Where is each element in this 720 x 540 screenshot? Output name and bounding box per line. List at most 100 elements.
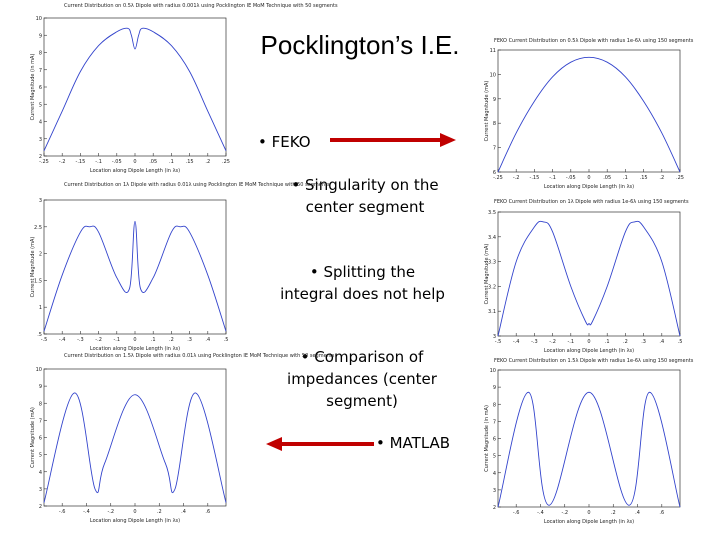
arrow-right — [330, 133, 456, 147]
x-tick-label: .1 — [623, 175, 628, 181]
x-tick-label: -.25 — [493, 175, 503, 181]
slide-title: Pocklington’s I.E. — [260, 30, 460, 60]
x-tick-label: .4 — [635, 510, 640, 516]
x-axis-label: Location along Dipole Length (in λs) — [90, 346, 180, 352]
chart-right-2: 3 3.1 3.2 3.3 3.4 3.5 -.5 -.4 -.3 -.2 -.1 0 .1 .2 .3 .4… — [484, 210, 683, 354]
y-tick-label: 7 — [39, 68, 42, 74]
arrow-left-head — [266, 437, 282, 451]
y-tick-label: 9 — [493, 97, 496, 103]
x-tick-label: -.25 — [39, 159, 49, 165]
y-axis-label: Current Magnitude (mA) — [30, 237, 36, 298]
x-tick-label: -.15 — [530, 175, 540, 181]
y-tick-label: 8 — [493, 402, 496, 408]
y-tick-label: 9 — [39, 384, 42, 390]
x-tick-label: -.2 — [95, 337, 102, 343]
x-tick-label: 0 — [133, 509, 136, 515]
y-tick-label: 7 — [493, 146, 496, 152]
bullet-splitting: • Splitting the integral does not help — [280, 263, 445, 303]
x-tick-label: .6 — [205, 509, 210, 515]
y-tick-label: 9 — [39, 33, 42, 39]
x-tick-label: -.6 — [59, 509, 66, 515]
y-tick-label: 8 — [39, 401, 42, 407]
series-line — [43, 27, 227, 152]
plot-area — [497, 211, 681, 337]
x-tick-label: -.2 — [561, 510, 568, 516]
x-tick-label: -.2 — [513, 175, 520, 181]
y-axis-label: Current Magnitude (in mA) — [30, 54, 36, 121]
y-tick-label: 1 — [39, 305, 42, 311]
y-tick-label: 10 — [36, 367, 42, 373]
x-tick-label: .05 — [149, 159, 157, 165]
y-tick-label: .5 — [37, 332, 42, 338]
x-axis-label: Location along Dipole Length (in λs) — [544, 348, 634, 354]
x-tick-label: -.1 — [568, 339, 575, 345]
y-axis-label: Current Magnitude (mA) — [484, 81, 490, 142]
x-tick-label: -.1 — [114, 337, 121, 343]
chart-left-3: 2 3 4 5 6 7 8 9 10 -.6 -.4 -.2 0 .2 .4 .6 Location along… — [30, 367, 227, 524]
series-line — [497, 391, 681, 508]
x-tick-label: .5 — [678, 339, 683, 345]
x-tick-label: .5 — [224, 337, 229, 343]
y-tick-label: 3.3 — [488, 260, 496, 266]
y-tick-label: 6 — [493, 437, 496, 443]
x-tick-label: -.15 — [76, 159, 86, 165]
x-tick-label: -.2 — [107, 509, 114, 515]
x-tick-label: -.2 — [549, 339, 556, 345]
y-axis-label: Current Magnitude (in mA) — [484, 405, 490, 472]
series-line — [43, 220, 227, 332]
x-tick-label: .05 — [603, 175, 611, 181]
y-tick-label: 6 — [493, 170, 496, 176]
arrow-right-head — [440, 133, 456, 147]
bullet-singularity: • Singularity on the center segment — [291, 176, 439, 216]
chart-title-left-2: Current Distribution on 1λ Dipole with r… — [64, 182, 330, 188]
x-tick-label: .1 — [151, 337, 156, 343]
y-tick-label: 9 — [493, 385, 496, 391]
y-tick-label: 10 — [490, 368, 496, 374]
y-tick-label: 3 — [493, 488, 496, 494]
y-tick-label: 4 — [493, 471, 496, 477]
y-axis-label: Current Magnitude (mA) — [484, 244, 490, 305]
y-tick-label: 4 — [39, 120, 42, 126]
y-tick-label: 2 — [493, 505, 496, 511]
y-tick-label: 2 — [39, 504, 42, 510]
x-tick-label: .2 — [623, 339, 628, 345]
y-tick-label: 10 — [490, 72, 496, 78]
chart-title-right-1: FEKO Current Distribution on 0.5λ Dipole… — [494, 38, 694, 44]
x-tick-label: .3 — [641, 339, 646, 345]
x-axis-label: Location along Dipole Length (in λs) — [544, 519, 634, 525]
y-tick-label: 1.5 — [34, 278, 42, 284]
x-axis-label: Location along Dipole Length (in λs) — [90, 168, 180, 174]
x-tick-label: .15 — [640, 175, 648, 181]
bullet-matlab: • MATLAB — [376, 434, 451, 452]
y-tick-label: 3 — [39, 137, 42, 143]
bullet-feko: • FEKO — [258, 133, 311, 151]
x-tick-label: -.1 — [549, 175, 556, 181]
chart-left-2: .5 1 1.5 2 2.5 3 -.5 -.4 -.3 -.2 -.1 0 .1 .2 .3 .4 .5 Loc… — [30, 198, 229, 352]
x-tick-label: -.5 — [41, 337, 48, 343]
y-tick-label: 11 — [490, 48, 496, 54]
x-axis-label: Location along Dipole Length (in λs) — [544, 184, 634, 190]
arrow-left — [266, 437, 374, 451]
x-tick-label: .2 — [611, 510, 616, 516]
x-tick-label: .25 — [676, 175, 684, 181]
plot-area — [497, 369, 681, 508]
plot-area — [43, 17, 227, 157]
x-tick-label: 0 — [133, 159, 136, 165]
x-tick-label: 0 — [587, 510, 590, 516]
y-tick-label: 2 — [39, 252, 42, 258]
y-tick-label: 8 — [39, 51, 42, 57]
series-line — [497, 220, 681, 337]
x-axis-label: Location along Dipole Length (in λs) — [90, 518, 180, 524]
y-tick-label: 6 — [39, 85, 42, 91]
chart-left-1: 2 3 4 5 6 7 8 9 10 -.25 -.2 -.15 -.1 -.05 0 .05 .1 .15 .2.… — [30, 16, 230, 174]
x-tick-label: .1 — [169, 159, 174, 165]
x-tick-label: 0 — [587, 339, 590, 345]
y-tick-label: 6 — [39, 436, 42, 442]
y-tick-label: 2.5 — [34, 225, 42, 231]
chart-title-left-1: Current Distribution on 0.5λ Dipole with… — [64, 3, 338, 9]
chart-right-1: 6 7 8 9 10 11 -.25 -.2 -.15 -.1 -.05 0 .05 .1 .15 .2 .25… — [484, 48, 684, 190]
y-tick-label: 3 — [39, 198, 42, 204]
plot-area — [43, 199, 227, 335]
x-tick-label: 0 — [587, 175, 590, 181]
x-tick-label: .2 — [157, 509, 162, 515]
